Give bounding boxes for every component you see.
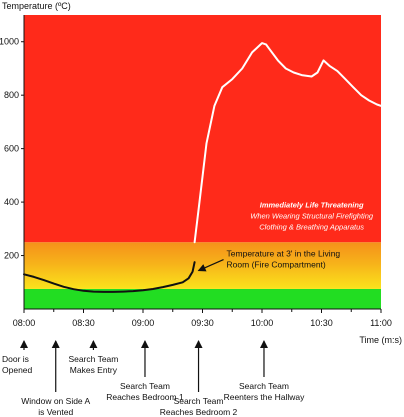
y-tick-label: 1000 [0,37,19,47]
event-label: Search Team [68,354,118,364]
y-tick-label: 400 [4,197,19,207]
event-label: Reaches Bedroom 2 [160,407,238,417]
x-tick-label: 08:30 [72,318,95,328]
series-line-1 [23,261,196,293]
annotation-text-living-room: Room (Fire Compartment) [227,260,326,270]
event-label: Door is [2,354,29,364]
x-tick-label: 09:00 [132,318,155,328]
event-label: Makes Entry [70,365,118,375]
y-axis-label: Temperature (ºC) [2,1,71,11]
x-tick-label: 08:00 [13,318,36,328]
zone-green [24,288,381,309]
y-tick-label: 800 [4,90,19,100]
x-tick-label: 11:00 [370,318,392,328]
x-axis-label: Time (m:s) [359,335,402,345]
annotation-arrow [197,259,224,272]
x-tick-label: 10:00 [251,318,274,328]
event-label: Search Team [174,396,224,406]
event-label: Search Team [239,381,289,391]
annotation-text-life-threatening: When Wearing Structural Firefighting [250,211,374,220]
event-label: Reaches Bedroom 1 [106,392,184,402]
event-label: Window on Side A [21,396,90,406]
x-tick-label: 09:30 [191,318,214,328]
series-line-2 [193,42,386,244]
event-label: is Vented [38,407,73,417]
annotation-text-living-room: Temperature at 3' in the Living [227,249,341,259]
event-label: Reenters the Hallway [224,392,306,402]
y-tick-label: 200 [4,251,19,261]
annotation-text-life-threatening: Immediately Life Threatening [260,200,364,209]
event-label: Search Team [120,381,170,391]
annotation-text-life-threatening: Clothing & Breathing Apparatus [259,222,364,231]
y-tick-label: 600 [4,144,19,154]
event-label: Opened [2,365,33,375]
zone-red [24,15,381,243]
x-tick-label: 10:30 [310,318,333,328]
